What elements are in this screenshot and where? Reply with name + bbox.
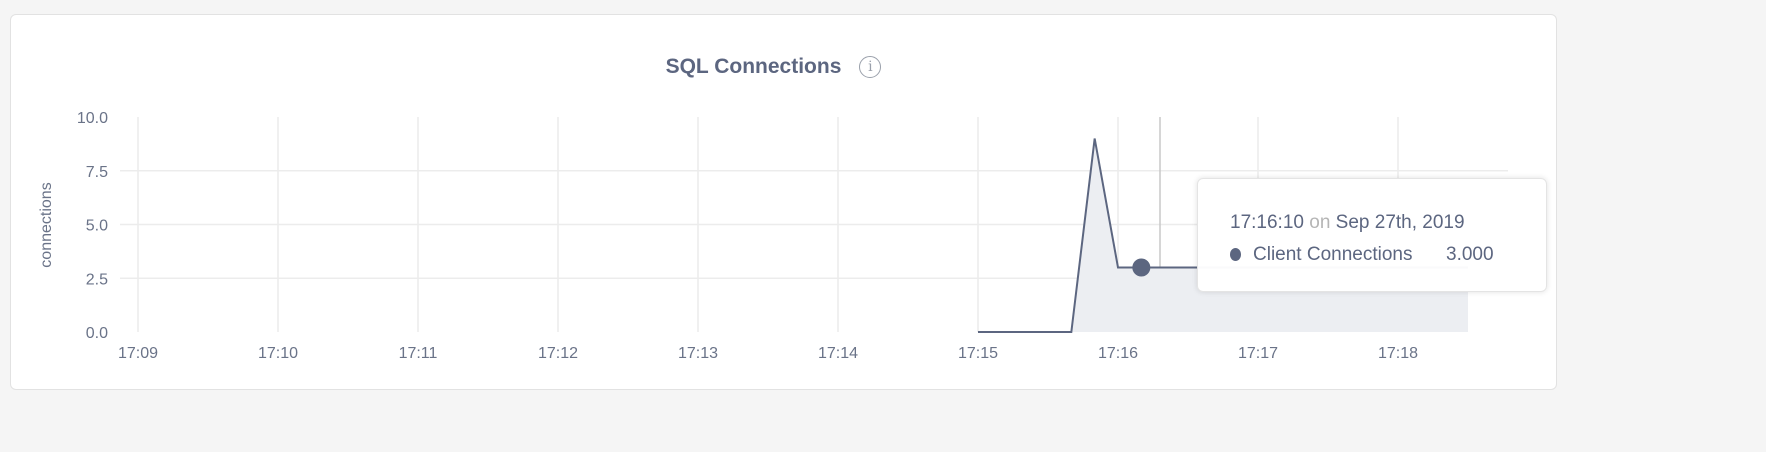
y-tick-label: 7.5 xyxy=(86,164,108,181)
x-tick-label: 17:18 xyxy=(1378,345,1418,362)
x-tick-label: 17:10 xyxy=(258,345,298,362)
y-tick-label: 2.5 xyxy=(86,271,108,288)
y-tick-label: 10.0 xyxy=(77,110,108,127)
x-tick-label: 17:13 xyxy=(678,345,718,362)
y-axis-label: connections xyxy=(38,182,55,267)
x-tick-label: 17:16 xyxy=(1098,345,1138,362)
x-tick-label: 17:15 xyxy=(958,345,998,362)
tooltip-series: Client Connections xyxy=(1253,244,1413,265)
x-tick-label: 17:11 xyxy=(399,345,438,362)
tooltip-on: on xyxy=(1309,212,1331,233)
info-icon[interactable]: i xyxy=(859,56,882,78)
tooltip-value: 3.000 xyxy=(1446,244,1494,265)
highlighted-point xyxy=(1132,258,1151,277)
chart-tooltip: 17:16:10 on Sep 27th, 2019 Client Connec… xyxy=(1197,178,1547,292)
tooltip-date: Sep 27th, 2019 xyxy=(1335,212,1465,233)
series-dot-icon xyxy=(1230,248,1241,261)
x-tick-label: 17:12 xyxy=(538,345,578,362)
tooltip-time: 17:16:10 xyxy=(1230,212,1304,233)
chart-title-text: SQL Connections xyxy=(665,55,842,78)
x-tick-label: 17:14 xyxy=(818,345,858,362)
chart-title: SQL Connections i xyxy=(11,55,1536,79)
y-tick-label: 0.0 xyxy=(86,325,108,342)
x-tick-label: 17:17 xyxy=(1238,345,1278,362)
x-tick-label: 17:09 xyxy=(118,345,158,362)
y-tick-label: 5.0 xyxy=(86,218,108,235)
